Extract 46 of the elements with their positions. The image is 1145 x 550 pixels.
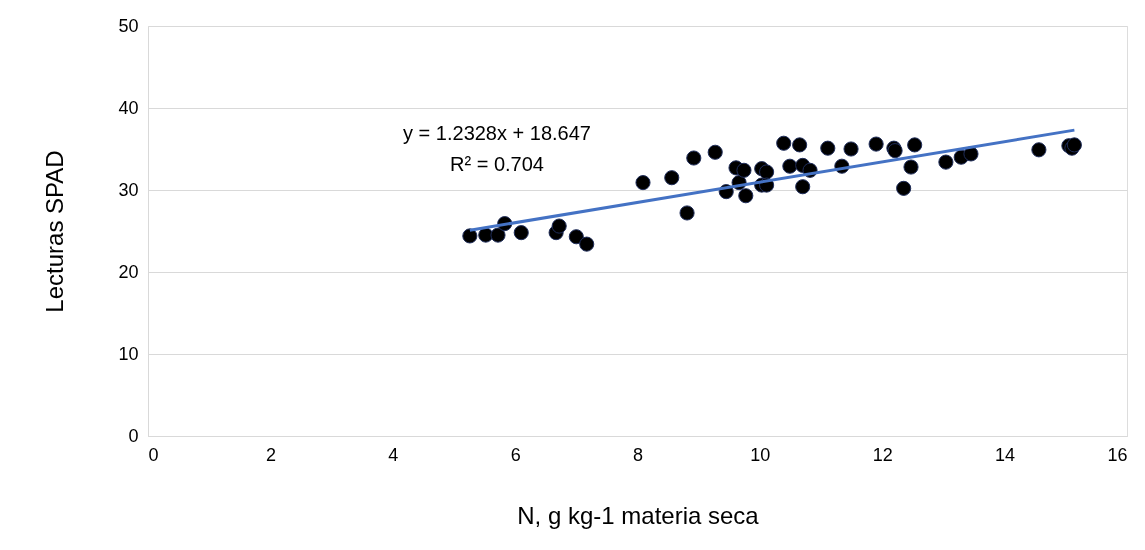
- x-axis-title: N, g kg-1 materia seca: [517, 501, 760, 529]
- point: [776, 135, 792, 151]
- x-tick-label: 16: [1107, 444, 1128, 465]
- y-tick-label: 10: [118, 343, 139, 364]
- point: [903, 159, 919, 175]
- point: [938, 154, 954, 170]
- x-tick-label: 12: [872, 444, 893, 465]
- point: [664, 170, 680, 186]
- point: [686, 150, 702, 166]
- point: [462, 228, 478, 244]
- x-tick-label: 14: [995, 444, 1016, 465]
- point: [820, 140, 836, 156]
- point: [551, 218, 567, 234]
- point: [759, 164, 775, 180]
- point: [513, 225, 529, 241]
- point: [707, 144, 723, 160]
- annotation: R² = 0.704: [450, 153, 544, 175]
- point: [1031, 142, 1047, 158]
- x-tick-label: 0: [148, 444, 159, 465]
- point: [896, 180, 912, 196]
- y-tick-label: 0: [128, 425, 139, 446]
- y-axis-title: Lecturas SPAD: [41, 150, 69, 313]
- point: [568, 229, 584, 245]
- annotation: y = 1.2328x + 18.647: [403, 122, 591, 144]
- y-tick-label: 20: [118, 261, 139, 282]
- x-tick-label: 10: [750, 444, 771, 465]
- y-tick-label: 40: [118, 97, 139, 118]
- point: [868, 136, 884, 152]
- x-tick-label: 6: [510, 444, 521, 465]
- point: [795, 179, 811, 195]
- y-tick-label: 30: [118, 179, 139, 200]
- point: [782, 158, 798, 174]
- point: [490, 227, 506, 243]
- point: [679, 205, 695, 221]
- point: [907, 137, 923, 153]
- point: [792, 137, 808, 153]
- x-tick-label: 4: [388, 444, 399, 465]
- point: [736, 162, 752, 178]
- x-tick-label: 2: [265, 444, 276, 465]
- point: [635, 175, 651, 191]
- point: [579, 236, 595, 252]
- point: [738, 188, 754, 204]
- y-tick-label: 50: [118, 15, 139, 36]
- x-tick-label: 8: [632, 444, 644, 465]
- point: [843, 141, 859, 157]
- point: [963, 146, 979, 162]
